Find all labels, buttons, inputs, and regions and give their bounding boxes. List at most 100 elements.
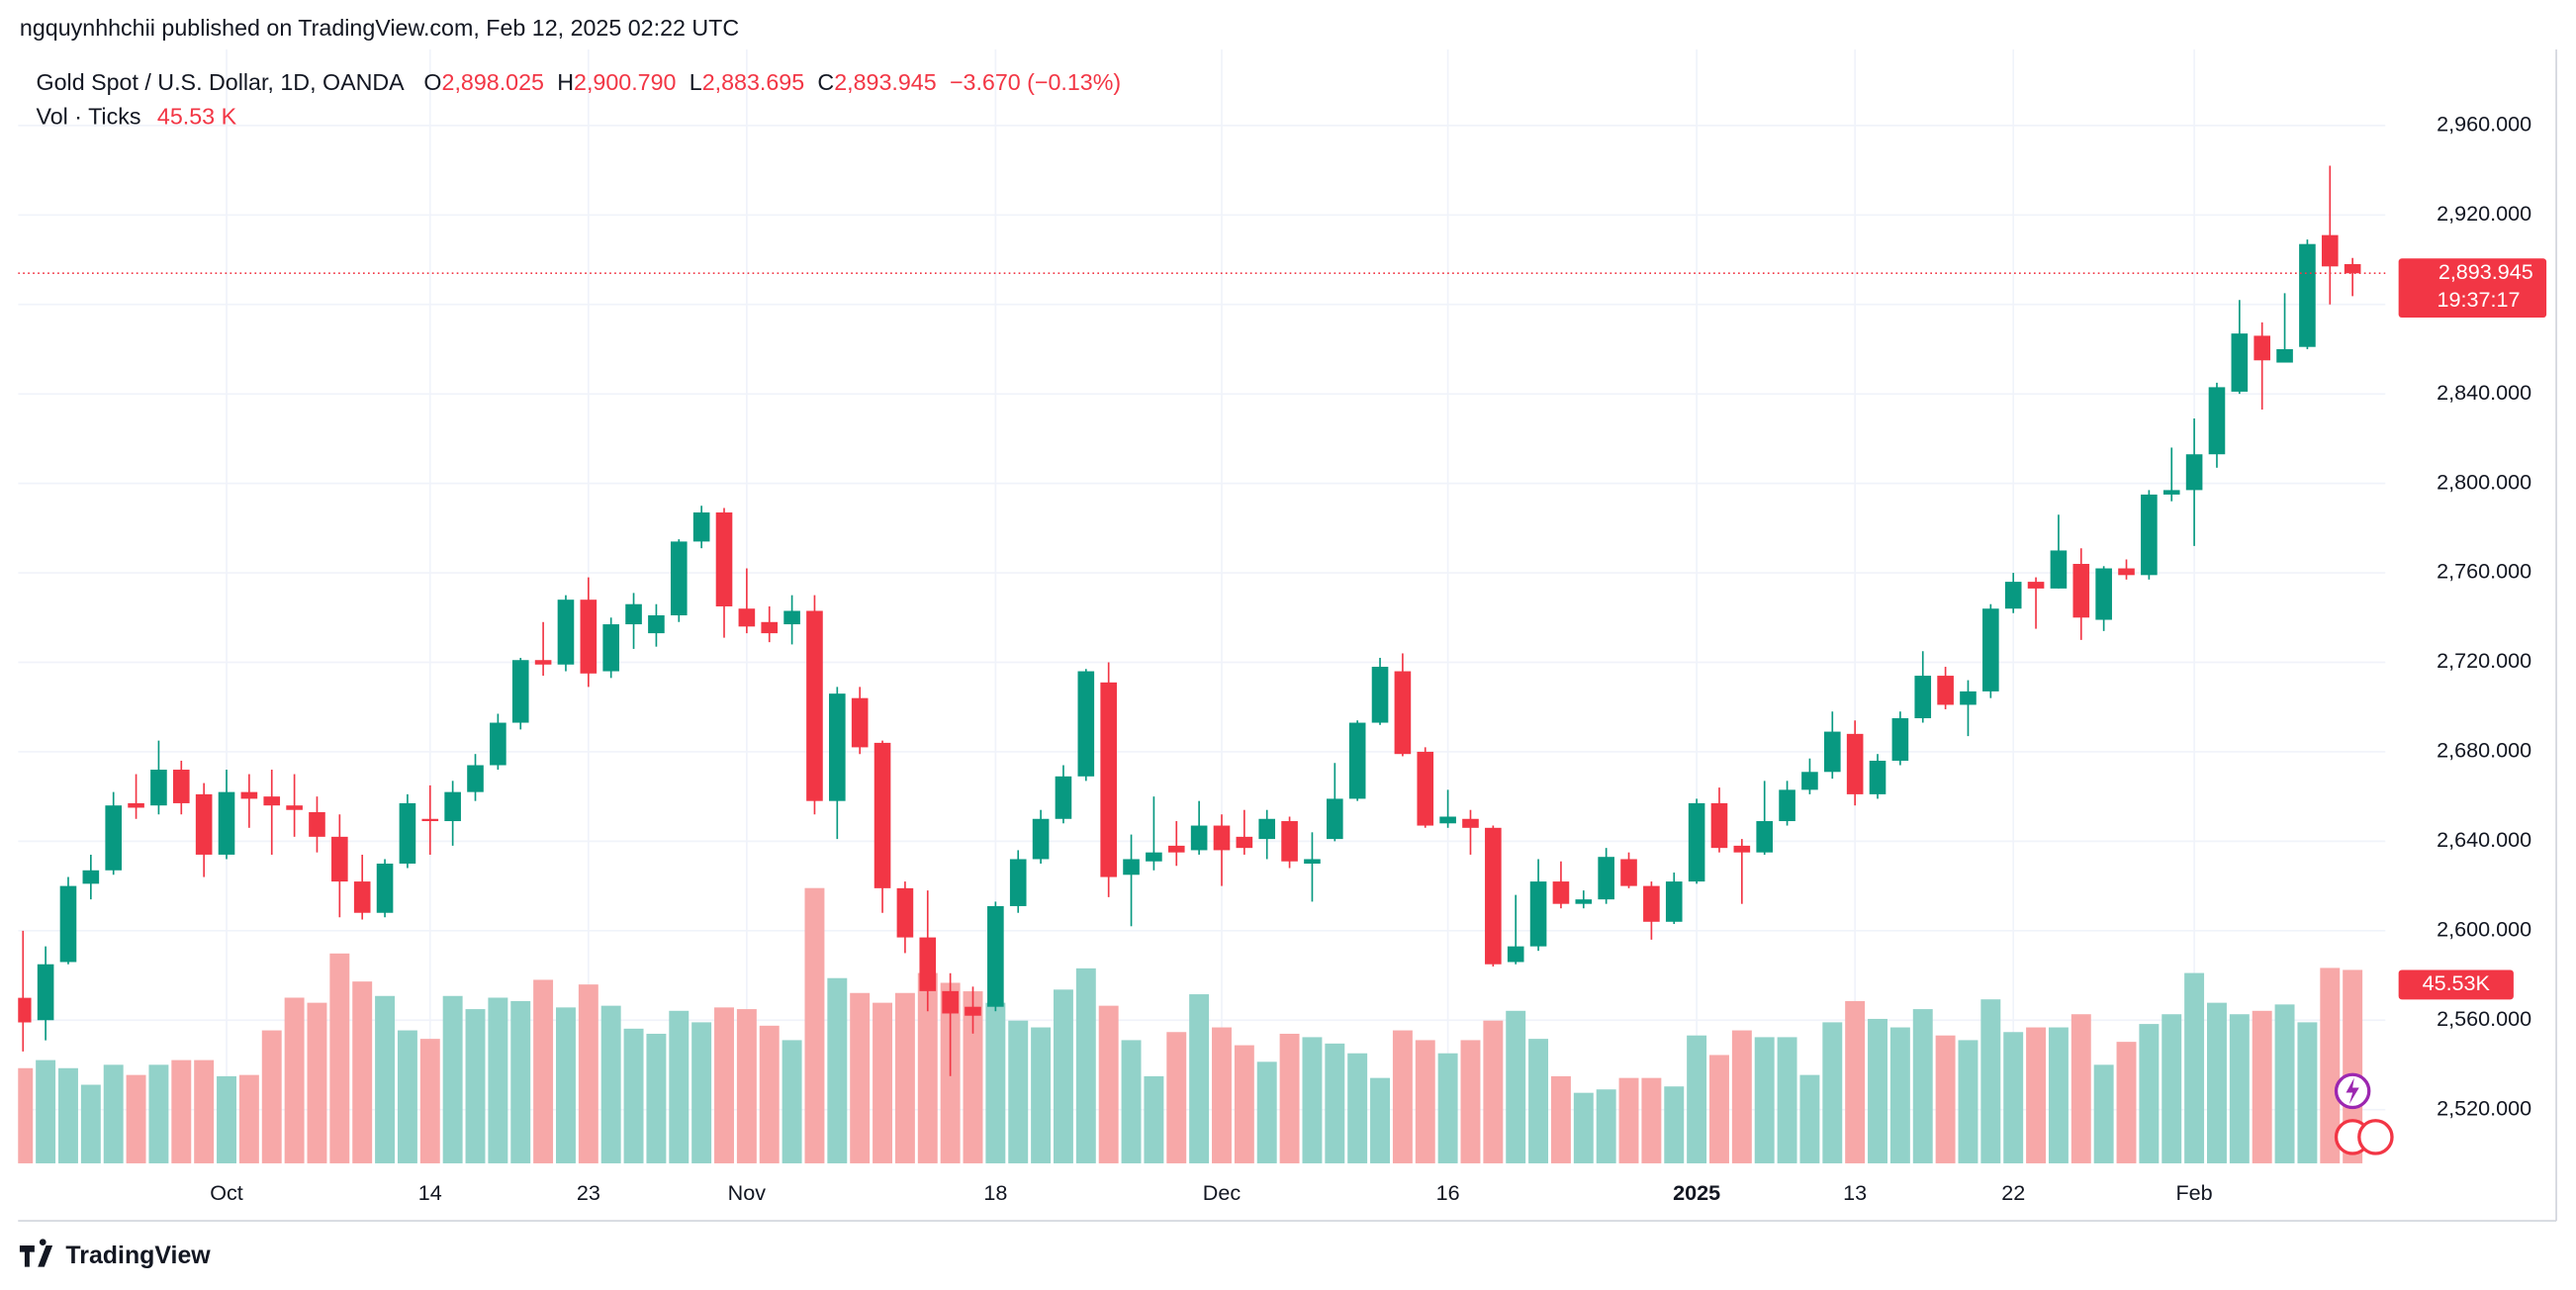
volume-bar <box>1868 1018 1887 1163</box>
candle-body <box>874 742 891 888</box>
candle-body <box>2344 263 2361 274</box>
candle-body <box>1077 671 1095 777</box>
x-tick-label: 14 <box>418 1180 442 1205</box>
x-tick-label: Dec <box>1203 1180 1242 1205</box>
volume-bar <box>759 1025 780 1163</box>
volume-bar <box>488 997 508 1163</box>
candle-body <box>2231 333 2249 392</box>
x-tick-label: Oct <box>210 1180 243 1205</box>
candle-body <box>1304 859 1321 864</box>
volume-bar <box>669 1010 690 1163</box>
candle-body <box>738 608 756 627</box>
volume-bar <box>1709 1055 1729 1163</box>
volume-bar <box>284 997 305 1163</box>
volume-bar <box>1189 994 1210 1163</box>
candle-body <box>2072 564 2090 618</box>
volume-bar <box>1483 1020 1504 1163</box>
volume-bar <box>1008 1020 1029 1163</box>
candle-body <box>1914 676 1932 719</box>
candle-body <box>376 863 394 913</box>
candle-body <box>987 905 1004 1007</box>
legend-change: −3.670 (−0.13%) <box>950 69 1121 95</box>
volume-bar <box>827 977 848 1163</box>
volume-bar <box>1075 968 1096 1163</box>
volume-bar <box>646 1033 667 1163</box>
candle-body <box>1258 818 1276 840</box>
volume-bar <box>80 1084 101 1163</box>
volume-bar <box>1212 1027 1232 1163</box>
volume-bar <box>58 1067 78 1163</box>
volume-badge <box>2398 969 2514 1000</box>
volume-bar <box>1754 1037 1775 1163</box>
volume-bar <box>1822 1022 1843 1163</box>
candle-body <box>1869 760 1886 794</box>
volume-bar <box>1144 1075 1164 1163</box>
volume-bar <box>2093 1064 2114 1163</box>
candle-body <box>1348 722 1366 799</box>
candle-body <box>1552 881 1570 904</box>
candle-body <box>2004 582 2022 609</box>
candle-body <box>1462 818 1479 828</box>
candle-body <box>128 802 144 808</box>
brand-logo <box>19 1239 53 1267</box>
volume-bar <box>1256 1061 1277 1163</box>
volume-value: 45.53 K <box>157 104 237 130</box>
volume-bar <box>238 1074 259 1163</box>
candle-body <box>1575 899 1593 904</box>
x-tick-label: 13 <box>1843 1180 1867 1205</box>
volume-bar <box>1641 1077 1662 1163</box>
volume-bar <box>1596 1089 1616 1163</box>
axes: 2,520.000 2,560.000 2,600.000 2,640.000 2,68… <box>210 112 2547 1205</box>
volume-bar <box>782 1040 802 1163</box>
volume-bar <box>307 1002 327 1163</box>
candle-body <box>1846 733 1864 794</box>
volume-bar <box>1687 1035 1707 1163</box>
volume-bar <box>1506 1010 1526 1163</box>
volume-bar <box>623 1028 644 1163</box>
volume-bar <box>2003 1032 2024 1163</box>
volume-bar <box>1370 1077 1390 1163</box>
candle-body <box>2276 348 2293 363</box>
volume-bar <box>2026 1027 2047 1163</box>
candle-body <box>1529 881 1547 947</box>
volume-bar <box>36 1060 56 1163</box>
volume-bar <box>850 992 871 1163</box>
candle-body <box>1167 845 1185 853</box>
candle-body <box>942 990 959 1014</box>
volume-bar <box>578 984 598 1163</box>
volume-bar <box>1053 989 1073 1163</box>
candle-body <box>1665 881 1683 922</box>
candle-body <box>2027 582 2045 589</box>
volume-bar <box>148 1064 169 1163</box>
candle-body <box>648 615 665 634</box>
candle-body <box>761 621 779 634</box>
volume-bar <box>714 1007 734 1163</box>
candle-body <box>511 660 529 723</box>
candle-body <box>1960 691 1977 705</box>
candle-body <box>1032 818 1050 860</box>
candle-body <box>1417 751 1434 826</box>
candle-body <box>263 796 281 806</box>
candle-body <box>37 964 54 1021</box>
volume-bar <box>963 991 983 1163</box>
volume-bar <box>1031 1027 1052 1163</box>
y-tick-label: 2,520.000 <box>2437 1095 2531 1120</box>
volume-bar <box>2252 1010 2272 1163</box>
volume-bar <box>1437 1053 1458 1163</box>
volume-bar <box>736 1009 757 1163</box>
volume-bar <box>691 1022 712 1163</box>
volume-bar <box>397 1030 417 1163</box>
legend: Gold Spot / U.S. Dollar, 1D, OANDA O2,89… <box>37 69 1122 95</box>
legend-value: 2,893.945 <box>834 69 936 95</box>
y-tick-label: 2,760.000 <box>2437 559 2531 584</box>
candle-body <box>1710 802 1728 849</box>
volume-bar <box>419 1039 440 1163</box>
volume-bar <box>510 1000 531 1163</box>
y-tick-label: 2,800.000 <box>2437 469 2531 494</box>
candle-body <box>1801 772 1818 790</box>
candle-body <box>444 791 461 822</box>
candle-body <box>2208 387 2226 455</box>
volume-bar <box>1889 1027 1910 1163</box>
volume-bar <box>2229 1014 2250 1163</box>
